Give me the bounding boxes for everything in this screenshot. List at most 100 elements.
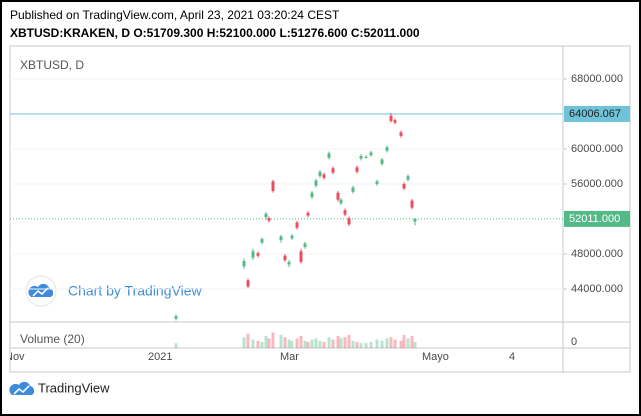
volume-bar — [331, 339, 335, 348]
volume-bar — [279, 334, 283, 348]
volume-bar — [322, 342, 326, 348]
y-tick-label: 44000.000 — [571, 283, 623, 295]
volume-bar — [310, 339, 314, 348]
volume-bar — [399, 340, 403, 348]
volume-bar — [364, 343, 368, 348]
x-tick-label: Nov — [5, 351, 25, 363]
volume-bar — [306, 342, 310, 348]
volume-bar — [369, 342, 373, 348]
candle-body — [256, 253, 260, 256]
candle-body — [389, 115, 393, 121]
y-tick-label: 56000.000 — [571, 178, 623, 190]
volume-bar — [318, 340, 322, 348]
y-tick-label: 60000.000 — [571, 143, 623, 155]
chart-pane — [9, 45, 631, 373]
candle-body — [251, 251, 255, 258]
volume-tick-label: 0 — [571, 336, 577, 348]
volume-bar — [256, 340, 260, 348]
candle-body — [174, 316, 178, 319]
volume-bar — [303, 340, 307, 348]
volume-bar — [385, 338, 389, 348]
volume-bar — [343, 337, 347, 348]
volume-bar — [413, 342, 417, 348]
candle-body — [402, 184, 406, 189]
x-tick-label: 4 — [509, 351, 515, 363]
candle-body — [279, 236, 283, 241]
watermark: Chart by TradingView — [25, 275, 202, 307]
candle-body — [290, 235, 294, 239]
candle-body — [322, 174, 326, 178]
volume-bar — [389, 337, 393, 348]
footer-brand: TradingView — [38, 380, 110, 395]
price-label-bg — [564, 105, 630, 122]
candle-body — [314, 180, 318, 186]
volume-bar — [251, 339, 255, 348]
candle-body — [299, 251, 303, 262]
volume-bar — [347, 334, 351, 348]
x-tick-label: Mayo — [422, 351, 449, 363]
candle-body — [375, 181, 379, 184]
candle-body — [385, 147, 389, 151]
candle-body — [306, 212, 310, 216]
volume-bar — [246, 333, 250, 348]
candle-body — [242, 261, 246, 267]
candle-body — [339, 199, 343, 204]
volume-bar — [402, 334, 406, 348]
volume-bar — [393, 339, 397, 348]
volume-bar — [283, 337, 287, 348]
volume-label: Volume (20) — [20, 332, 85, 346]
footer-logo-icon — [9, 381, 35, 395]
y-tick-label: 68000.000 — [571, 73, 623, 85]
candle-body — [406, 176, 410, 180]
candle-body — [347, 218, 351, 225]
x-tick-label: Mar — [280, 351, 299, 363]
candle-body — [246, 280, 250, 287]
candle-body — [264, 213, 268, 218]
candle-body — [413, 218, 417, 222]
volume-bar — [410, 336, 414, 348]
volume-bar — [406, 338, 410, 348]
candle-body — [364, 156, 368, 158]
volume-bar — [355, 342, 359, 348]
candle-body — [303, 243, 307, 248]
candle-body — [369, 152, 373, 156]
candle-body — [271, 181, 275, 192]
candle-body — [310, 192, 314, 198]
candle-body — [351, 187, 355, 192]
volume-bar — [174, 343, 178, 348]
price-label: 64006.067 — [569, 108, 621, 120]
volume-bar — [295, 338, 299, 348]
candle-body — [318, 171, 322, 177]
volume-bar — [327, 337, 331, 348]
candle-body — [399, 132, 403, 136]
candle-body — [393, 120, 397, 123]
volume-bar — [267, 338, 271, 348]
volume-bar — [260, 342, 264, 348]
ohlc-line: XBTUSD:KRAKEN, D O:51709.300 H:52100.000… — [10, 26, 420, 40]
price-label-bg — [564, 210, 630, 227]
volume-bar — [351, 340, 355, 348]
watermark-logo-line — [32, 287, 49, 297]
published-line: Published on TradingView.com, April 23, … — [10, 8, 340, 22]
y-tick-label: 48000.000 — [571, 248, 623, 260]
candle-body — [410, 200, 414, 208]
candle-body — [327, 153, 331, 158]
candle-body — [260, 239, 264, 243]
symbol-label: XBTUSD, D — [20, 58, 84, 72]
candle-body — [336, 192, 340, 200]
volume-bar — [375, 339, 379, 348]
volume-bar — [359, 343, 363, 348]
footer-logo-line — [13, 385, 30, 395]
candle-body — [343, 210, 347, 215]
footer-logo: TradingView — [9, 380, 110, 395]
volume-bar — [380, 340, 384, 348]
volume-bar — [290, 340, 294, 348]
plot-area — [10, 78, 563, 348]
volume-bar — [339, 338, 343, 348]
watermark-text: Chart by TradingView — [68, 283, 202, 299]
candle-body — [359, 155, 363, 159]
volume-bar — [271, 332, 275, 348]
